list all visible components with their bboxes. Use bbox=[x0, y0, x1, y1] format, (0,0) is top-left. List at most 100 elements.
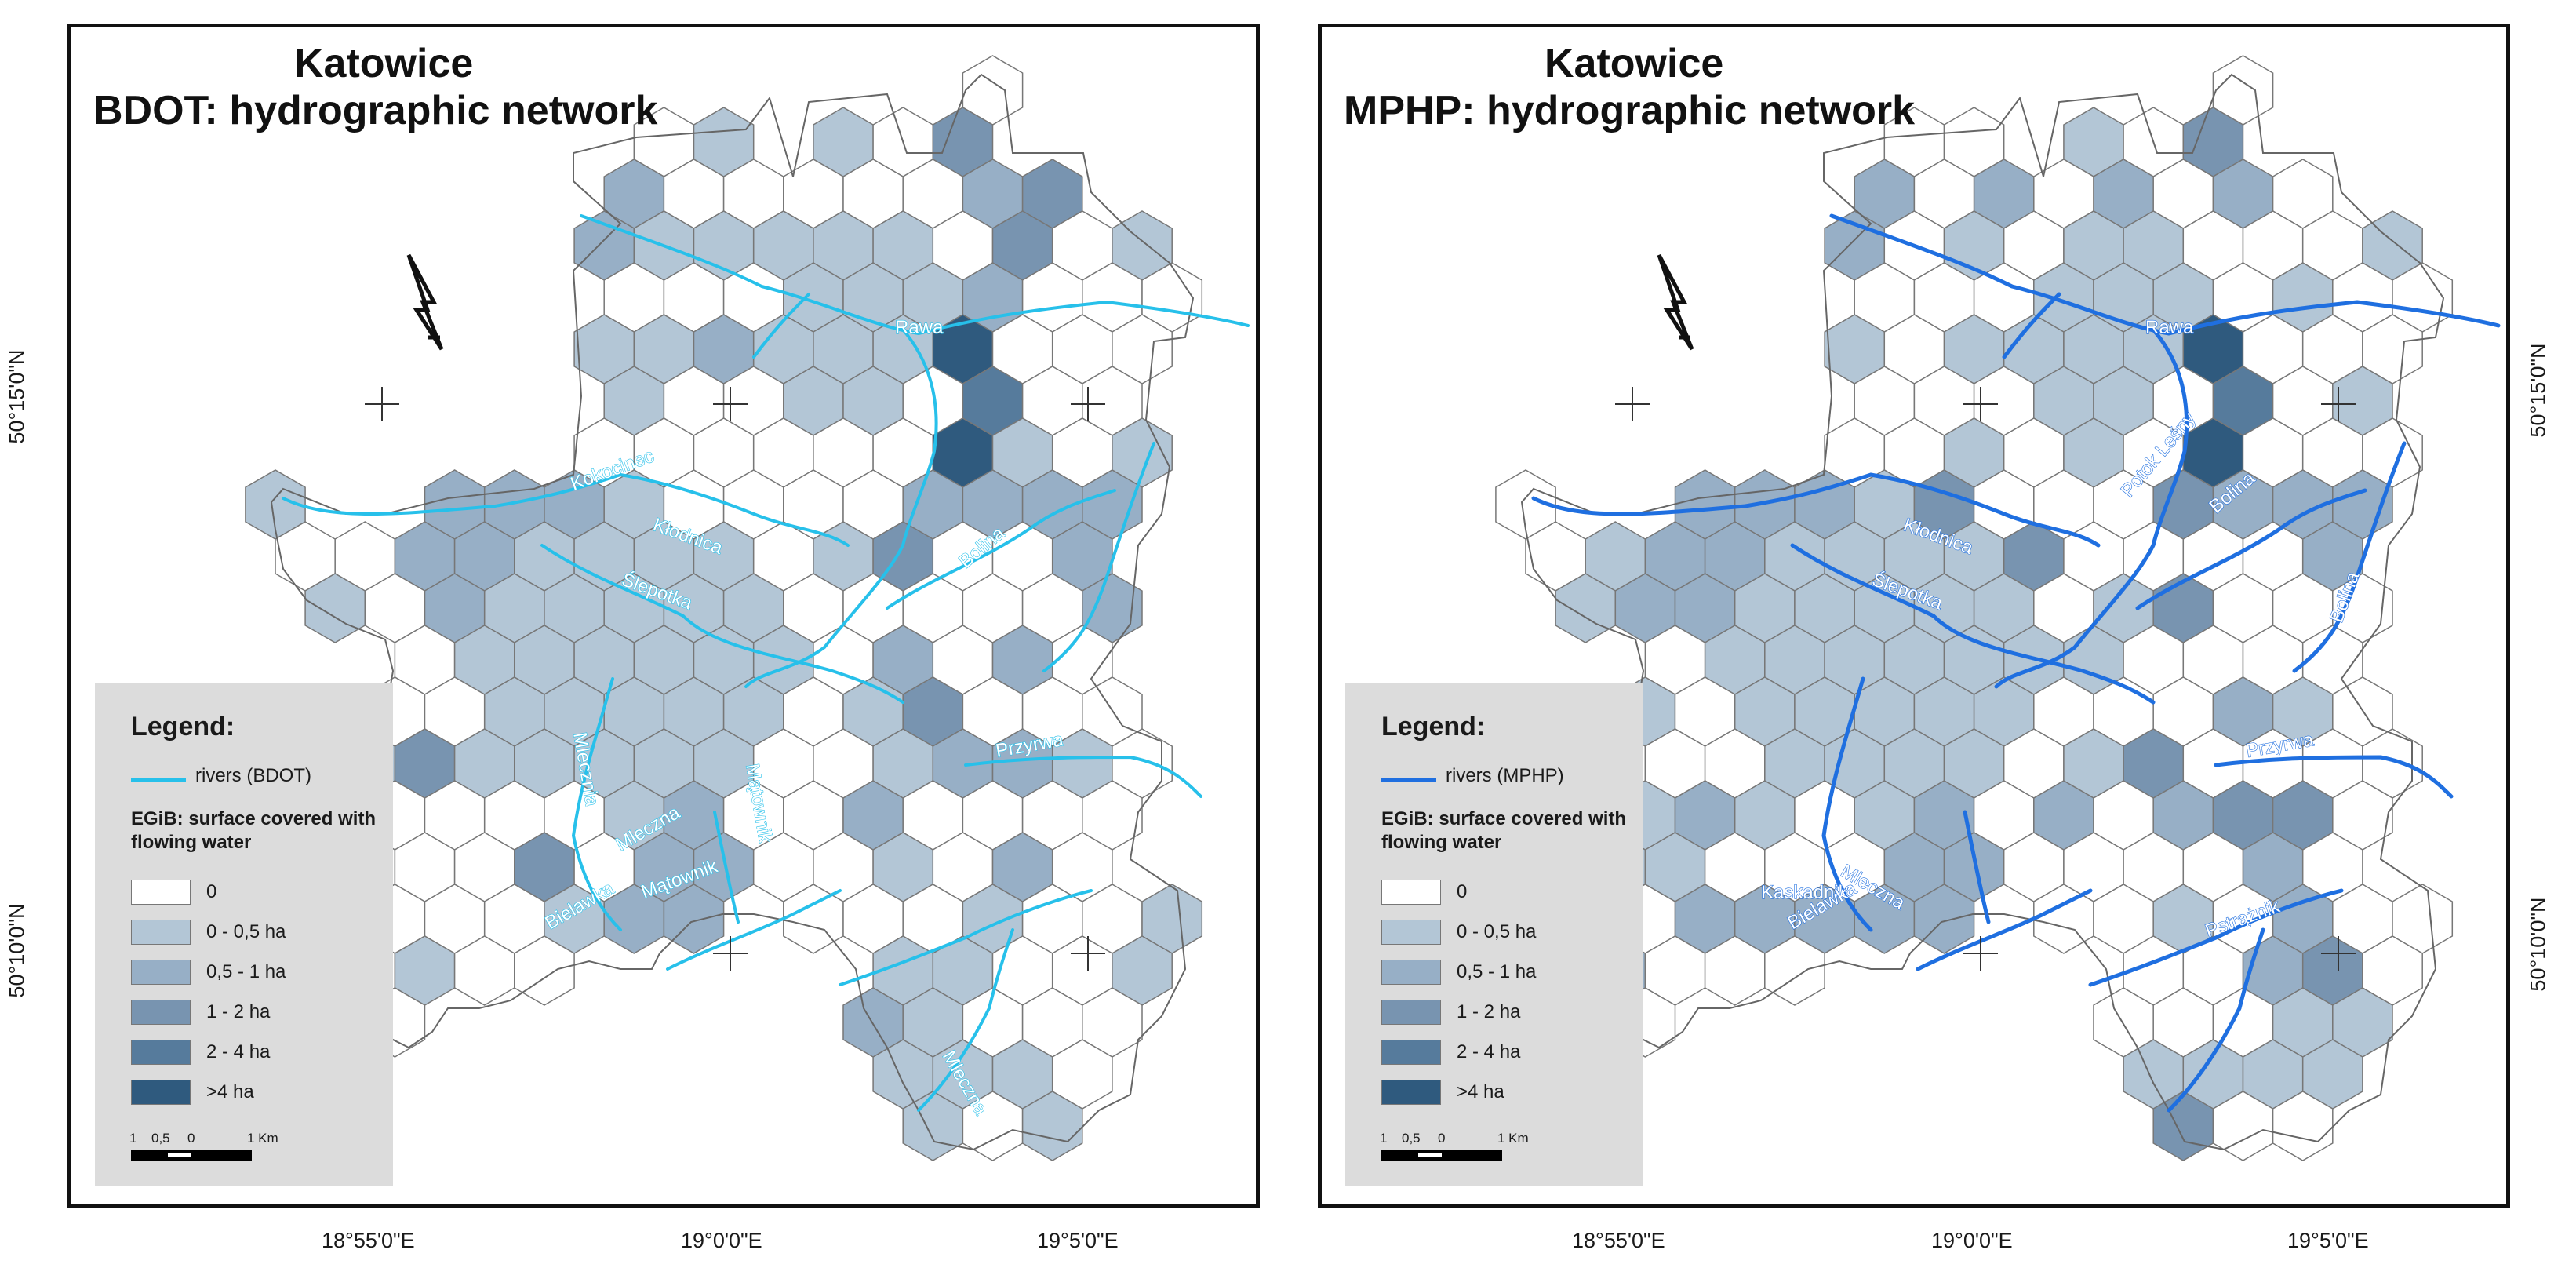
legend-class-label: >4 ha bbox=[206, 1081, 254, 1102]
legend-class-label: 0 - 0,5 ha bbox=[1457, 921, 1537, 942]
hex-cell bbox=[1913, 884, 1975, 954]
scale-label: 1 bbox=[129, 1131, 137, 1146]
title-city: Katowice bbox=[294, 41, 474, 86]
river-line bbox=[839, 889, 1093, 986]
river-line bbox=[1829, 213, 2501, 336]
map-panel-mphp: Rawa Kłodnica Ślepotka Potok Leśny Bolina Bol… bbox=[1318, 24, 2510, 1208]
river-line bbox=[2167, 927, 2265, 1113]
legend-class-label: 0 bbox=[1457, 881, 1468, 902]
graticule-cross bbox=[1071, 936, 1105, 971]
north-arrow-icon bbox=[1657, 253, 1694, 351]
river-network bbox=[1531, 213, 2501, 1113]
river-line-label: rivers (MPHP) bbox=[1446, 765, 1564, 786]
legend-class-swatch bbox=[131, 880, 191, 905]
scale-label: 0 bbox=[1438, 1131, 1446, 1146]
legend-subtitle: EGiB: surface covered with flowing water bbox=[1381, 808, 1627, 853]
graticule-cross bbox=[1071, 387, 1105, 421]
river-line bbox=[2292, 441, 2407, 673]
legend-class-swatch bbox=[1381, 960, 1441, 985]
graticule-crosses bbox=[365, 387, 1105, 971]
north-arrow-icon bbox=[406, 253, 444, 351]
scale-label: 0,5 bbox=[1402, 1131, 1421, 1146]
title-subtitle: MPHP: hydrographic network bbox=[1344, 88, 1916, 133]
graticule-cross bbox=[2321, 936, 2356, 971]
river-line bbox=[1963, 810, 1991, 924]
river-line bbox=[752, 293, 810, 359]
river-label: Rawa bbox=[2145, 317, 2194, 338]
scale-label: 1 Km bbox=[1497, 1131, 1529, 1146]
river-line bbox=[1916, 888, 2093, 971]
longitude-label: 18°55'0"E bbox=[1572, 1229, 1665, 1252]
river-label: Kaskadnik bbox=[1761, 882, 1849, 903]
scale-label: 1 Km bbox=[247, 1131, 278, 1146]
river-line bbox=[2088, 888, 2344, 987]
latitude-label: 50°10'0"N bbox=[2526, 897, 2550, 992]
river-label: Rawa bbox=[895, 317, 944, 338]
graticule-cross bbox=[713, 387, 748, 421]
graticule-cross bbox=[1963, 387, 1998, 421]
map-panel-bdot: Rawa Kokocinec Kłodnica Ślepotka Bolina Przyr… bbox=[67, 24, 1260, 1208]
legend-class-label: >4 ha bbox=[1457, 1081, 1504, 1102]
graticule-crosses bbox=[1615, 387, 2356, 971]
river-line bbox=[744, 328, 938, 688]
map-title: Katowice BDOT: hydrographic network bbox=[93, 40, 657, 134]
graticule-cross bbox=[365, 387, 399, 421]
latitude-label: 50°15'0"N bbox=[5, 349, 29, 444]
legend-class-label: 0,5 - 1 ha bbox=[1457, 961, 1537, 982]
river-line-label: rivers (BDOT) bbox=[195, 765, 311, 786]
river-line bbox=[2002, 292, 2061, 359]
legend-class-swatch bbox=[1381, 880, 1441, 905]
river-line bbox=[1994, 327, 2189, 689]
river-line bbox=[1531, 472, 2101, 548]
legend-title: Legend: bbox=[1381, 712, 1486, 741]
graticule-cross bbox=[1615, 387, 1650, 421]
legend-class-swatch bbox=[1381, 1000, 1441, 1025]
longitude-label: 18°55'0"E bbox=[322, 1229, 415, 1252]
river-line bbox=[1821, 676, 1873, 932]
river-network bbox=[282, 214, 1250, 1112]
legend-class-label: 1 - 2 ha bbox=[1457, 1001, 1521, 1022]
longitude-label: 19°0'0"E bbox=[1931, 1229, 2013, 1252]
title-subtitle: BDOT: hydrographic network bbox=[93, 88, 658, 133]
legend: Legend: rivers (MPHP) EGiB: surface cove… bbox=[1345, 683, 1643, 1186]
hex-cell bbox=[2272, 1091, 2334, 1161]
river-line bbox=[2214, 755, 2454, 799]
river-line bbox=[580, 214, 1250, 336]
legend-class-swatch bbox=[131, 920, 191, 945]
river-line bbox=[1790, 543, 2156, 705]
river-line bbox=[540, 544, 904, 704]
river-line bbox=[666, 889, 842, 971]
legend-class-swatch bbox=[131, 1040, 191, 1065]
river-line bbox=[1042, 442, 1155, 672]
map-title: Katowice MPHP: hydrographic network bbox=[1344, 40, 1915, 134]
hex-cell bbox=[1021, 1091, 1083, 1161]
longitude-label: 19°5'0"E bbox=[2287, 1229, 2369, 1252]
legend-class-label: 0 bbox=[206, 881, 217, 902]
river-line bbox=[571, 677, 622, 931]
scale-label: 0,5 bbox=[151, 1131, 170, 1146]
legend-class-swatch bbox=[1381, 1040, 1441, 1065]
longitude-label: 19°5'0"E bbox=[1037, 1229, 1119, 1252]
latitude-label: 50°10'0"N bbox=[5, 903, 29, 998]
hex-cell bbox=[663, 884, 725, 954]
river-line bbox=[964, 755, 1202, 798]
graticule-cross bbox=[2321, 387, 2356, 421]
legend-class-swatch bbox=[1381, 1080, 1441, 1105]
river-line bbox=[713, 811, 740, 924]
graticule-cross bbox=[1963, 936, 1998, 971]
legend-class-label: 2 - 4 ha bbox=[206, 1041, 271, 1062]
legend-class-label: 0 - 0,5 ha bbox=[206, 921, 286, 942]
scale-label: 0 bbox=[187, 1131, 195, 1146]
title-city: Katowice bbox=[1545, 41, 1724, 86]
legend-title: Legend: bbox=[131, 712, 235, 741]
legend-class-label: 0,5 - 1 ha bbox=[206, 961, 286, 982]
legend: Legend: rivers (BDOT) EGiB: surface cove… bbox=[95, 683, 393, 1186]
river-line bbox=[917, 928, 1014, 1112]
hexagon-grid bbox=[1495, 55, 2454, 1161]
legend-class-label: 2 - 4 ha bbox=[1457, 1041, 1521, 1062]
latitude-label: 50°15'0"N bbox=[2526, 343, 2550, 438]
legend-class-label: 1 - 2 ha bbox=[206, 1001, 271, 1022]
river-line bbox=[2135, 488, 2367, 610]
legend-class-swatch bbox=[131, 960, 191, 985]
